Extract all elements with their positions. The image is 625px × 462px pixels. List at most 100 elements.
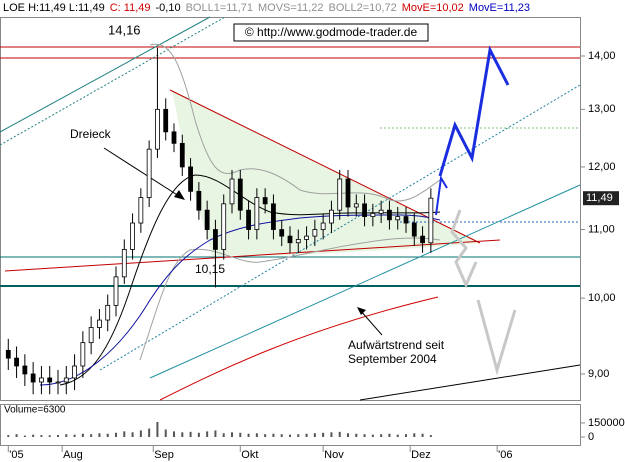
annotation: 10,15 — [195, 262, 225, 276]
volume-bar — [90, 434, 93, 437]
candle-body — [155, 108, 160, 150]
candle-body — [130, 222, 135, 250]
volume-bar — [57, 434, 59, 437]
volume-bar — [255, 433, 258, 437]
header-bar — [0, 0, 625, 16]
volume-bar — [272, 433, 275, 437]
candle-body — [370, 212, 376, 217]
annotation: 14,16 — [108, 22, 141, 37]
candle-body — [329, 209, 334, 224]
candle-body — [420, 235, 425, 244]
x-tick-label: Nov — [324, 449, 344, 461]
marks — [5, 47, 434, 395]
candle-body — [279, 229, 285, 237]
trend-line — [359, 364, 581, 401]
volume-tick-label: 0 — [588, 431, 594, 443]
candle-body — [146, 148, 152, 198]
candle-body — [22, 365, 28, 375]
candle-body — [221, 203, 227, 250]
price-frame — [0, 17, 581, 401]
y-tick-label: 12,00 — [588, 161, 616, 173]
projection-up — [435, 175, 448, 216]
volume-bar — [65, 434, 68, 437]
y-tick-label: 11,00 — [588, 223, 615, 235]
volume-bar — [405, 434, 407, 437]
volume-bar — [371, 434, 374, 437]
header-item: MovE=10,02 — [402, 2, 464, 14]
candle-body — [80, 342, 86, 367]
candle-body — [55, 381, 61, 384]
candle-body — [403, 216, 409, 224]
candle-body — [337, 178, 343, 211]
trend-line — [99, 84, 581, 371]
candle-body — [39, 377, 44, 383]
candle-body — [97, 319, 102, 328]
volume-bar — [106, 433, 109, 437]
candle-body — [105, 304, 111, 321]
arrow-line — [103, 147, 183, 199]
candle-body — [179, 142, 185, 168]
trend-line — [149, 184, 581, 379]
candle-body — [196, 190, 202, 211]
candle-body — [63, 377, 69, 383]
x-tick-label: Aug — [63, 449, 83, 461]
header-item: LOE H:11,49 L:11,49 — [3, 2, 105, 14]
arrow-head — [174, 190, 185, 200]
candle-body — [295, 239, 301, 244]
volume-bar — [164, 429, 167, 437]
channel-line — [0, 16, 226, 146]
volume-bar — [139, 430, 142, 437]
volume-label: Volume=6300 — [4, 405, 66, 416]
header-item: -0,10 — [156, 2, 181, 14]
candle-body — [229, 178, 235, 205]
volume-bar — [115, 432, 117, 437]
volume-tick-label: 150000 — [588, 417, 625, 429]
candle-body — [387, 209, 392, 221]
copyright-box — [233, 23, 429, 42]
x-tick-label: '06 — [498, 449, 512, 461]
x-tick-label: Sep — [154, 449, 174, 461]
candle-body — [246, 209, 251, 230]
candle-body — [287, 235, 293, 244]
channel-line — [0, 16, 211, 133]
candle-body — [312, 229, 318, 237]
volume-bar — [421, 433, 424, 437]
annotation: Aufwärtstrend seit — [348, 338, 445, 352]
volume-bar — [247, 433, 250, 437]
volume-bar — [330, 432, 333, 437]
annotation: September 2004 — [348, 352, 437, 366]
candle-body — [320, 222, 326, 230]
y-tick-label: 13,00 — [588, 103, 616, 115]
arrow-line — [359, 309, 383, 336]
volume-bar — [363, 434, 366, 437]
price-tag-label: 11,49 — [586, 192, 613, 204]
volume-bar — [388, 433, 391, 437]
candle-body — [204, 209, 210, 230]
volume-bar — [206, 431, 209, 437]
candle-body — [171, 131, 177, 144]
candle-body — [163, 108, 169, 133]
candle-body — [47, 377, 53, 383]
volume-bar — [289, 434, 291, 437]
volume-bar — [239, 432, 242, 437]
candle-body — [113, 276, 119, 306]
candle-body — [88, 327, 94, 344]
volume-bar — [81, 433, 84, 437]
candle-body — [237, 178, 243, 211]
x-tick-label: Dez — [411, 449, 431, 461]
header-item: C: 11,49 — [110, 2, 151, 14]
candle-body — [72, 365, 77, 379]
volume-bar — [32, 434, 35, 437]
volume-bar — [181, 432, 184, 437]
projection-down — [450, 209, 478, 289]
candle-body — [411, 222, 417, 237]
candle-body — [213, 229, 218, 250]
volume-bar — [264, 434, 267, 437]
volume-bar — [313, 433, 316, 437]
volume-bar — [15, 434, 18, 437]
y-tick-label: 14,00 — [588, 50, 616, 62]
volume-bar — [396, 434, 399, 437]
volume-bar — [7, 435, 10, 437]
